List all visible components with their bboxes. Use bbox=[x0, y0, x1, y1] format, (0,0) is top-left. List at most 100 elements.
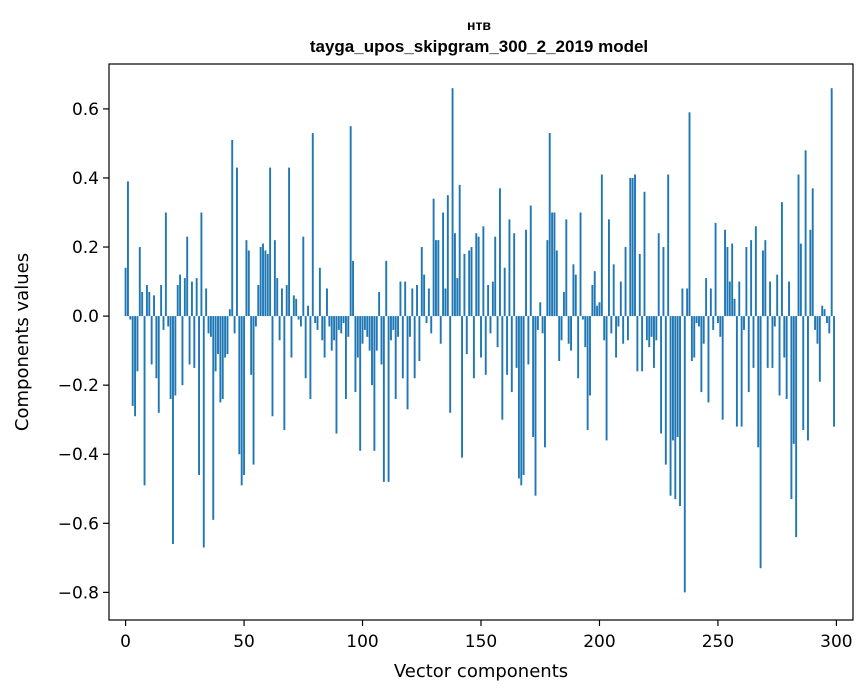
bar bbox=[807, 316, 809, 441]
bar bbox=[719, 316, 722, 337]
bar bbox=[373, 316, 376, 451]
bar bbox=[726, 247, 729, 317]
bar bbox=[754, 226, 757, 317]
bar bbox=[574, 274, 577, 317]
bar bbox=[626, 316, 629, 341]
bar bbox=[771, 316, 774, 368]
bar bbox=[214, 316, 217, 372]
bar bbox=[145, 285, 148, 317]
bar bbox=[302, 236, 305, 317]
bar bbox=[188, 316, 191, 365]
bar bbox=[143, 316, 146, 486]
bar bbox=[499, 188, 501, 317]
bar bbox=[529, 205, 532, 317]
bar bbox=[567, 316, 570, 344]
bar bbox=[662, 247, 665, 317]
chart-title: нтв bbox=[467, 17, 491, 33]
bar bbox=[494, 236, 497, 317]
bar bbox=[129, 316, 132, 320]
bar bbox=[281, 288, 283, 317]
bar bbox=[323, 316, 326, 358]
bar bbox=[463, 253, 466, 317]
bar bbox=[278, 316, 281, 341]
bar bbox=[795, 316, 798, 538]
bar bbox=[382, 316, 385, 482]
bar bbox=[392, 316, 395, 330]
bar bbox=[830, 88, 833, 317]
bar bbox=[491, 281, 494, 317]
bar bbox=[205, 288, 208, 317]
bar bbox=[385, 260, 388, 317]
bar bbox=[522, 316, 525, 475]
bar bbox=[131, 316, 134, 406]
bar bbox=[508, 219, 511, 317]
bar bbox=[160, 285, 163, 317]
bar bbox=[555, 250, 558, 317]
bar bbox=[314, 316, 317, 324]
bar bbox=[724, 229, 726, 317]
bar bbox=[705, 278, 708, 317]
bar bbox=[264, 250, 267, 317]
bar bbox=[269, 167, 272, 317]
bar bbox=[307, 305, 309, 317]
bar bbox=[150, 316, 153, 365]
bar bbox=[340, 316, 343, 334]
bar bbox=[664, 316, 667, 465]
bar bbox=[427, 288, 430, 317]
bar bbox=[288, 167, 291, 317]
bar bbox=[359, 316, 362, 451]
bar bbox=[366, 316, 369, 337]
bar bbox=[624, 247, 627, 317]
bar bbox=[390, 316, 392, 341]
bar bbox=[790, 316, 793, 500]
bar bbox=[570, 316, 572, 351]
bar bbox=[297, 316, 300, 320]
bar bbox=[413, 316, 416, 379]
bar bbox=[224, 316, 227, 358]
bar bbox=[745, 247, 748, 317]
y-tick-label: −0.2 bbox=[58, 376, 99, 396]
bar bbox=[764, 240, 767, 317]
bar bbox=[425, 316, 428, 324]
bar bbox=[688, 112, 691, 317]
bar bbox=[681, 288, 684, 317]
bar bbox=[674, 316, 677, 500]
bar bbox=[503, 267, 506, 317]
bar bbox=[589, 316, 591, 396]
bar bbox=[816, 316, 819, 344]
bar bbox=[134, 316, 137, 417]
bar bbox=[361, 316, 364, 344]
bar bbox=[226, 316, 229, 355]
bar bbox=[439, 316, 442, 344]
bar bbox=[164, 212, 167, 317]
bar bbox=[411, 288, 414, 317]
bar bbox=[167, 316, 170, 327]
bar bbox=[833, 316, 835, 427]
bar bbox=[743, 316, 745, 330]
bar bbox=[728, 281, 731, 317]
bar bbox=[825, 316, 828, 324]
bar bbox=[804, 150, 807, 317]
bar bbox=[591, 285, 594, 317]
bar bbox=[562, 291, 565, 317]
bar bbox=[686, 288, 689, 317]
bar bbox=[721, 316, 724, 420]
bar bbox=[477, 236, 480, 317]
bar bbox=[823, 309, 826, 317]
bar bbox=[615, 316, 618, 358]
bar bbox=[219, 316, 222, 403]
bar bbox=[558, 316, 561, 361]
bar bbox=[141, 291, 144, 317]
bar bbox=[283, 316, 286, 431]
bar bbox=[124, 267, 127, 317]
bar bbox=[821, 305, 824, 317]
bar bbox=[679, 316, 681, 507]
bar bbox=[766, 316, 769, 368]
x-tick-label: 50 bbox=[233, 632, 255, 652]
x-axis-ticks: 0 50 100 150 200 250 300 bbox=[120, 620, 853, 652]
bar bbox=[612, 264, 615, 317]
bar bbox=[290, 316, 293, 358]
bar bbox=[285, 285, 288, 317]
bar bbox=[470, 247, 473, 317]
